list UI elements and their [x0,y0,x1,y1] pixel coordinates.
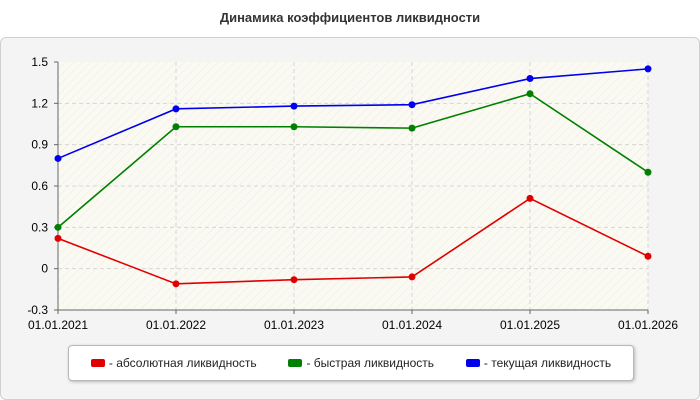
data-point[interactable] [290,102,298,110]
series-line-2 [57,68,649,160]
legend-swatch-quick [288,359,303,367]
legend-swatch-absolute [90,359,105,367]
legend-label-current: - текущая ликвидность [483,356,612,370]
data-point[interactable] [526,90,534,98]
x-tick-label: 01.01.2021 [28,318,88,332]
y-tick-label: -0.3 [27,303,48,317]
legend-item-current[interactable]: - текущая ликвидность [465,356,612,370]
x-tick-label: 01.01.2024 [382,318,442,332]
legend-label-absolute: - абсолютная ликвидность [108,356,257,370]
tick-labels: 1.5 1.2 0.9 0.6 0.3 0 -0.301.01.2021 01.01.2022… [27,55,678,332]
data-point[interactable] [290,123,298,131]
y-tick-label: 1.2 [31,96,48,110]
legend-swatch-current [465,359,480,367]
data-point[interactable] [408,273,416,281]
x-tick-label: 01.01.2022 [146,318,206,332]
x-tick-label: 01.01.2025 [500,318,560,332]
series-line-0 [57,197,649,285]
data-point[interactable] [526,75,534,83]
axes [57,62,648,311]
data-point[interactable] [172,123,180,131]
data-point[interactable] [408,124,416,132]
y-tick-label: 0.6 [31,179,48,193]
series-lines [54,65,652,288]
chart-title: Динамика коэффициентов ликвидности [219,10,481,25]
y-tick-label: 0.9 [31,138,48,152]
grid-lines [54,61,649,314]
data-point[interactable] [644,252,652,260]
data-point[interactable] [54,154,62,162]
y-tick-label: 1.5 [31,55,48,69]
data-point[interactable] [290,276,298,284]
data-point[interactable] [644,65,652,73]
data-point[interactable] [172,280,180,288]
x-tick-label: 01.01.2026 [618,318,678,332]
legend-label-quick: - быстрая ликвидность [306,356,435,370]
data-point[interactable] [408,101,416,109]
data-point[interactable] [54,234,62,242]
data-point[interactable] [526,194,534,202]
data-point[interactable] [54,223,62,231]
legend-item-absolute[interactable]: - абсолютная ликвидность [90,356,257,370]
legend-item-quick[interactable]: - быстрая ликвидность [288,356,434,370]
x-tick-label: 01.01.2023 [264,318,324,332]
y-tick-label: 0.3 [31,220,48,234]
y-tick-label: 0 [41,262,48,276]
legend: - абсолютная ликвидность - быстрая ликви… [68,345,634,381]
data-point[interactable] [172,105,180,113]
series-line-1 [57,92,649,228]
data-point[interactable] [644,168,652,176]
